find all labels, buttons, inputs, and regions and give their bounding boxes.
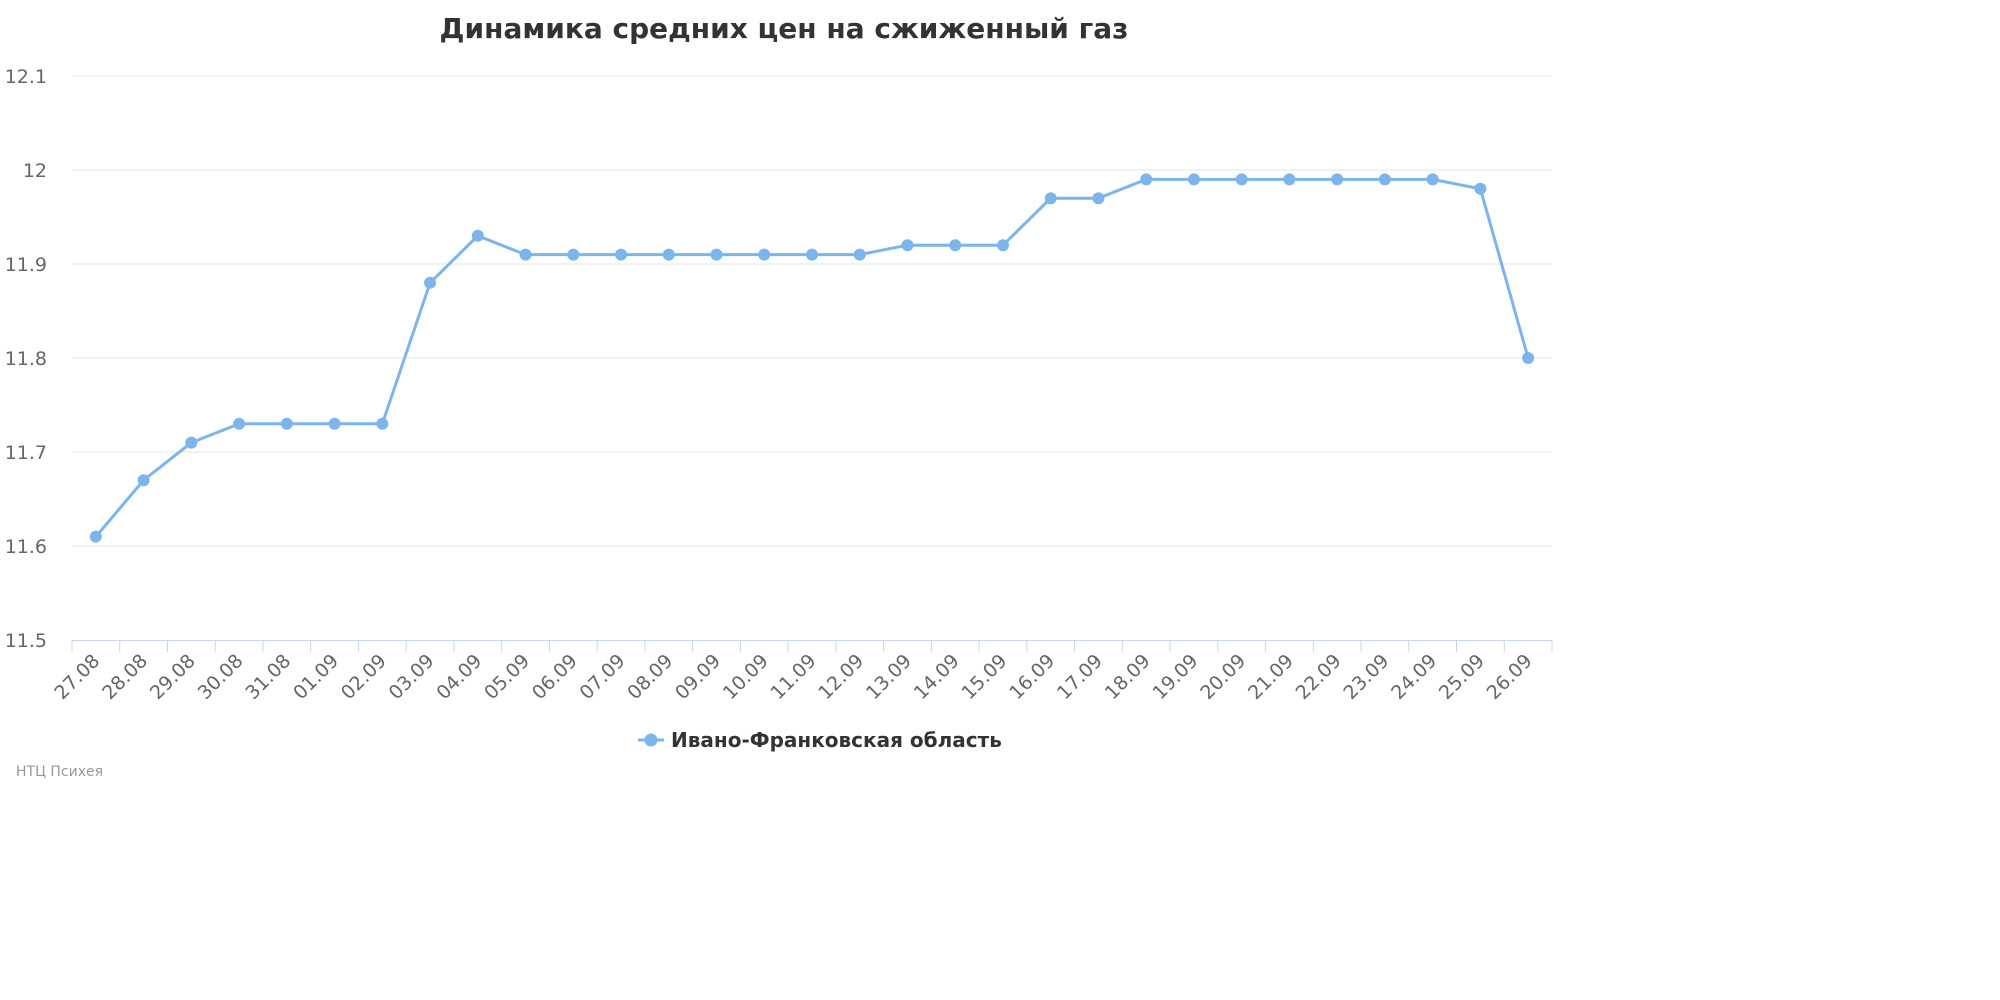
grid-lines — [72, 75, 1552, 547]
data-point[interactable] — [806, 248, 818, 261]
data-point[interactable] — [424, 276, 437, 289]
x-tick-label: 02.09 — [337, 650, 391, 704]
x-tick-label: 12.09 — [814, 650, 868, 704]
chart-title: Динамика средних цен на сжиженный газ — [440, 12, 1129, 45]
x-tick-label: 27.08 — [50, 650, 104, 704]
x-tick-label: 22.09 — [1292, 650, 1346, 704]
x-tick-label: 30.08 — [194, 650, 248, 704]
x-tick-label: 19.09 — [1148, 650, 1202, 704]
data-point[interactable] — [328, 417, 341, 430]
x-tick-label: 07.09 — [576, 650, 630, 704]
data-point[interactable] — [376, 417, 389, 430]
x-tick-label: 29.08 — [146, 650, 200, 704]
x-tick-label: 13.09 — [862, 650, 916, 704]
data-point[interactable] — [1283, 173, 1296, 186]
legend[interactable]: Ивано-Франковская область — [638, 728, 1002, 752]
data-point[interactable] — [471, 229, 484, 242]
y-axis: 11.5 11.6 11.7 11.8 11.9 12 12.1 — [5, 66, 47, 652]
legend-label[interactable]: Ивано-Франковская область — [671, 728, 1002, 752]
x-axis: 27.0828.0829.0830.0831.0801.0902.0903.09… — [50, 640, 1553, 704]
x-tick-label: 25.09 — [1435, 650, 1489, 704]
x-tick-label: 23.09 — [1339, 650, 1393, 704]
chart: Динамика средних цен на сжиженный газ 11… — [5, 12, 1553, 780]
series-group — [89, 173, 1535, 543]
data-point[interactable] — [519, 248, 532, 261]
data-point[interactable] — [233, 417, 246, 430]
legend-marker-icon[interactable] — [644, 733, 658, 747]
x-tick-label: 14.09 — [910, 650, 964, 704]
data-point[interactable] — [1378, 173, 1391, 186]
data-point[interactable] — [1522, 352, 1535, 364]
data-point[interactable] — [996, 239, 1009, 252]
data-point[interactable] — [1426, 173, 1439, 186]
data-point[interactable] — [662, 248, 675, 261]
data-point[interactable] — [949, 239, 962, 252]
y-tick-label: 11.5 — [5, 630, 47, 652]
data-point[interactable] — [1140, 173, 1153, 186]
data-point[interactable] — [1044, 192, 1057, 205]
data-point[interactable] — [710, 248, 723, 261]
data-point[interactable] — [901, 239, 914, 252]
x-tick-label: 20.09 — [1196, 650, 1250, 704]
data-point[interactable] — [758, 248, 771, 261]
x-tick-label: 28.08 — [98, 650, 152, 704]
data-point[interactable] — [185, 436, 198, 449]
data-point[interactable] — [1474, 182, 1487, 195]
data-point[interactable] — [280, 417, 293, 430]
y-tick-label: 12 — [23, 160, 47, 182]
y-tick-label: 11.6 — [5, 536, 47, 558]
x-tick-label: 21.09 — [1244, 650, 1298, 704]
x-tick-label: 09.09 — [671, 650, 725, 704]
y-tick-label: 12.1 — [5, 66, 47, 88]
x-tick-label: 10.09 — [719, 650, 773, 704]
series — [89, 173, 1535, 543]
x-tick-label: 31.08 — [241, 650, 295, 704]
x-tick-label: 11.09 — [767, 650, 821, 704]
x-tick-label: 16.09 — [1005, 650, 1059, 704]
y-tick-label: 11.9 — [5, 254, 47, 276]
x-tick-label: 15.09 — [957, 650, 1011, 704]
data-point[interactable] — [89, 530, 102, 543]
y-tick-label: 11.8 — [5, 348, 47, 370]
credit-label[interactable]: НТЦ Психея — [16, 764, 103, 780]
x-tick-label: 04.09 — [432, 650, 486, 704]
x-tick-label: 17.09 — [1053, 650, 1107, 704]
data-point[interactable] — [1187, 173, 1200, 186]
data-point[interactable] — [1235, 173, 1248, 186]
data-point[interactable] — [137, 474, 150, 487]
data-point[interactable] — [615, 248, 628, 261]
x-tick-label: 03.09 — [385, 650, 439, 704]
x-tick-label: 01.09 — [289, 650, 343, 704]
x-tick-label: 18.09 — [1101, 650, 1155, 704]
x-tick-label: 08.09 — [623, 650, 677, 704]
x-tick-label: 06.09 — [528, 650, 582, 704]
x-tick-label: 05.09 — [480, 650, 534, 704]
data-point[interactable] — [1331, 173, 1344, 186]
x-tick-label: 26.09 — [1483, 650, 1537, 704]
y-tick-label: 11.7 — [5, 442, 47, 464]
data-point[interactable] — [853, 248, 866, 261]
x-tick-label: 24.09 — [1387, 650, 1441, 704]
data-point[interactable] — [567, 248, 580, 261]
data-point[interactable] — [1092, 192, 1105, 205]
